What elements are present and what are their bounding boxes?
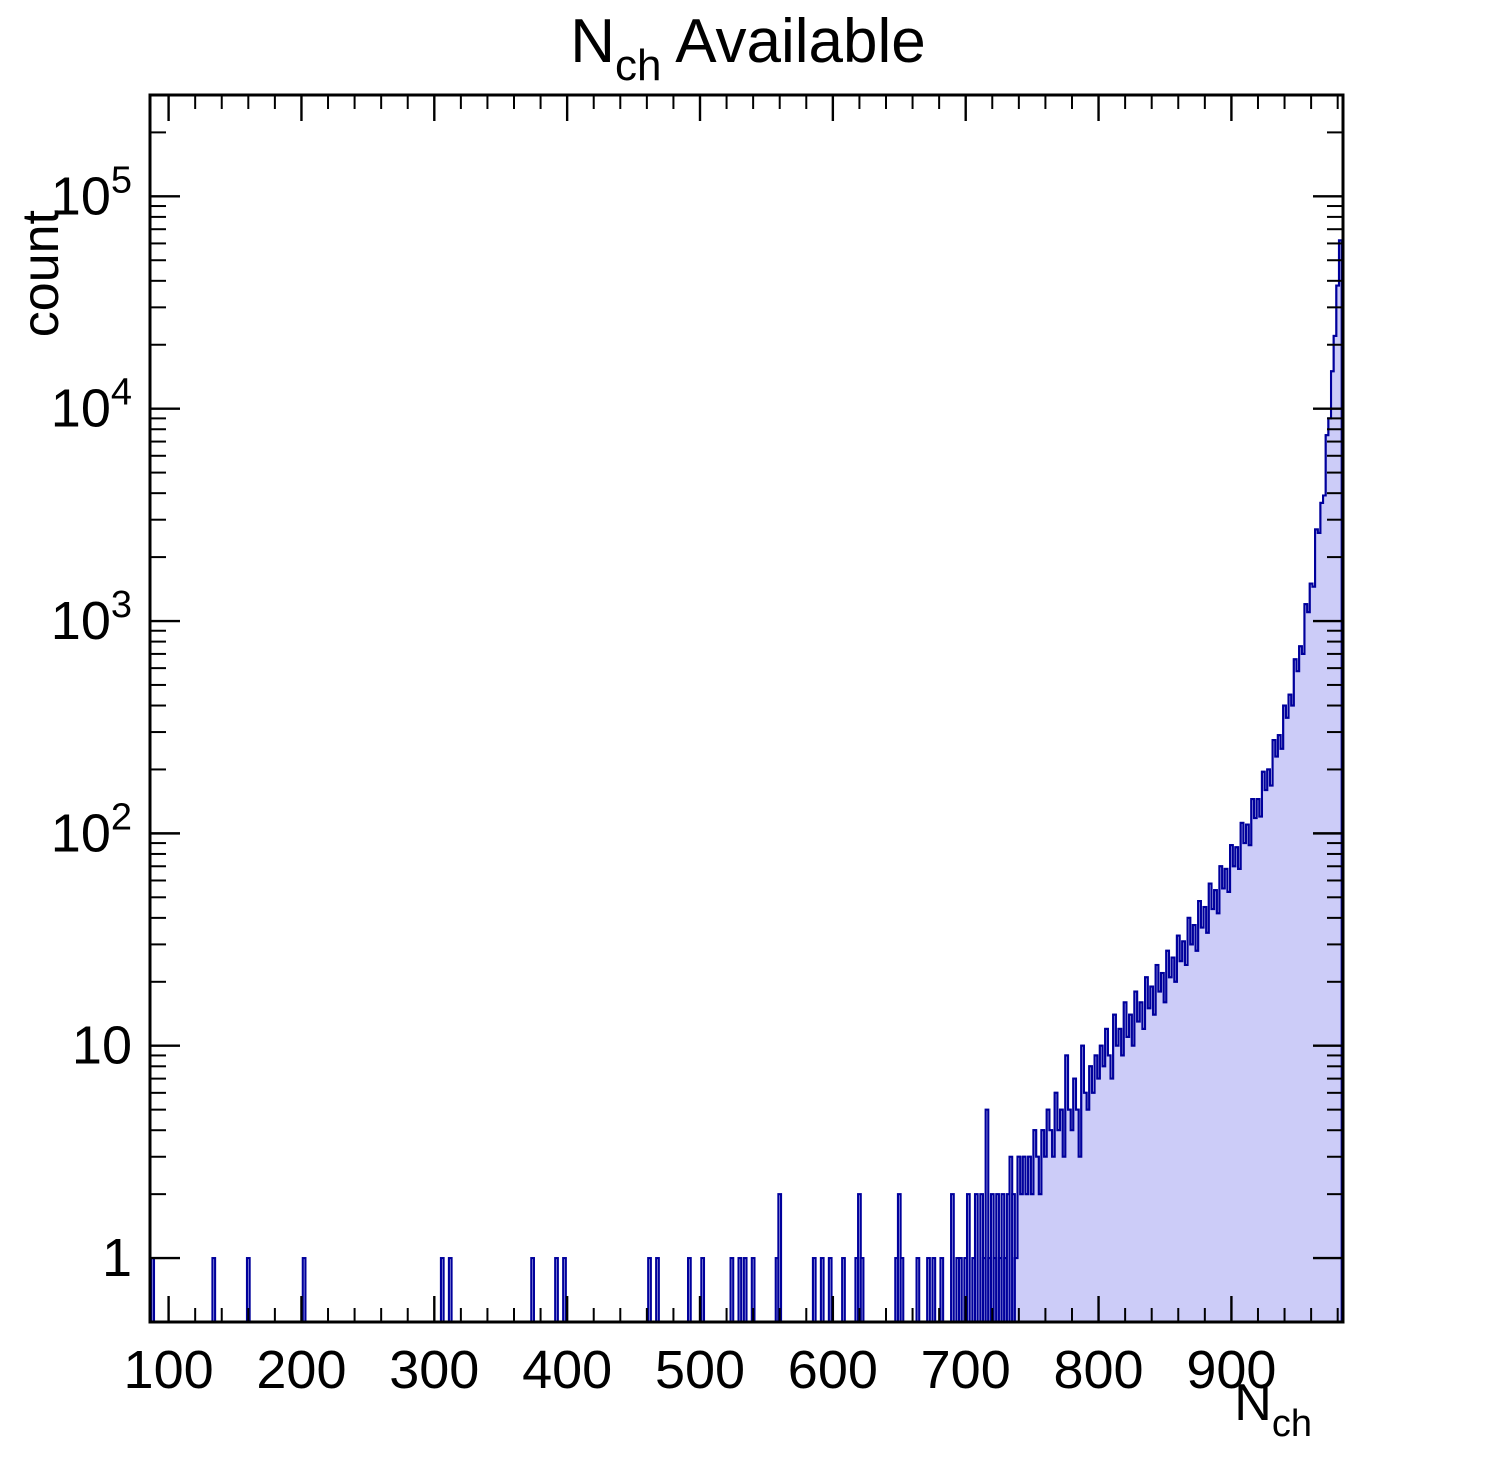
histogram-bin <box>554 1257 559 1324</box>
x-tick-label: 600 <box>788 1340 878 1400</box>
plot-frame <box>148 93 1345 1324</box>
histogram-bin <box>211 1257 217 1324</box>
x-tick-label: 400 <box>522 1340 612 1400</box>
histogram-bin <box>841 1257 846 1324</box>
histogram-bin <box>958 1257 963 1324</box>
histogram-bin <box>819 1257 825 1324</box>
y-tick-label: 105 <box>51 159 132 226</box>
title-main: N <box>570 7 615 76</box>
x-axis-ticks <box>167 95 1339 1322</box>
histogram-bin <box>700 1257 706 1324</box>
y-axis-tick-labels: 1 10 102 103 104 105 <box>51 159 132 1288</box>
histogram-bin <box>915 1257 921 1324</box>
histogram-bin <box>729 1257 735 1324</box>
histogram-bin <box>931 1257 937 1324</box>
histogram-bin <box>939 1257 945 1324</box>
histogram-bin <box>647 1257 652 1324</box>
y-tick-label: 1 <box>102 1228 132 1288</box>
histogram-bin <box>301 1257 307 1324</box>
y-axis-title: count <box>12 209 70 337</box>
histogram-bin <box>777 1193 783 1324</box>
x-tick-label: 700 <box>921 1340 1011 1400</box>
histogram-bin <box>439 1257 445 1324</box>
x-tick-label: 500 <box>655 1340 745 1400</box>
y-tick-label: 10 <box>72 1016 132 1076</box>
histogram-series <box>150 239 1343 1324</box>
x-axis-tick-labels: 100 200 300 400 500 600 700 800 900 <box>124 1340 1277 1400</box>
histogram-bin <box>965 1193 971 1324</box>
histogram-bin <box>150 1257 156 1324</box>
y-axis-title-text: count <box>12 209 70 337</box>
histogram-bin <box>827 1257 833 1324</box>
x-tick-label: 200 <box>256 1340 346 1400</box>
svg-text:Nch Available: Nch Available <box>570 7 926 90</box>
histogram-bin <box>742 1257 748 1324</box>
histogram-bin <box>950 1193 955 1324</box>
histogram-outline <box>1013 239 1343 1324</box>
svg-text:Nch: Nch <box>1234 1374 1312 1445</box>
y-tick-label: 102 <box>51 796 132 863</box>
x-tick-label: 300 <box>389 1340 479 1400</box>
histogram-bin <box>926 1257 931 1324</box>
histogram-bin <box>899 1257 905 1324</box>
histogram-bin <box>811 1257 817 1324</box>
histogram-bin <box>530 1257 535 1324</box>
histogram-bin <box>655 1257 660 1324</box>
title-subscript: ch <box>615 41 661 90</box>
histogram-bin <box>859 1257 865 1324</box>
histogram-bin <box>973 1193 979 1324</box>
title-rest: Available <box>661 7 925 76</box>
x-tick-label: 100 <box>124 1340 214 1400</box>
y-axis-ticks <box>150 94 1343 1260</box>
y-tick-label: 103 <box>51 584 132 651</box>
chart-title: Nch Available <box>570 7 926 90</box>
x-axis-title-main: N <box>1234 1374 1272 1432</box>
y-tick-label: 104 <box>51 372 132 439</box>
histogram-bin <box>562 1257 567 1324</box>
histogram-bin <box>686 1257 692 1324</box>
x-axis-title-subscript: ch <box>1272 1403 1312 1445</box>
x-axis-title: Nch <box>1234 1374 1312 1445</box>
histogram-bin <box>447 1257 453 1324</box>
x-tick-label: 900 <box>1186 1340 1276 1400</box>
x-tick-label: 800 <box>1053 1340 1143 1400</box>
histogram-bin <box>737 1257 743 1324</box>
